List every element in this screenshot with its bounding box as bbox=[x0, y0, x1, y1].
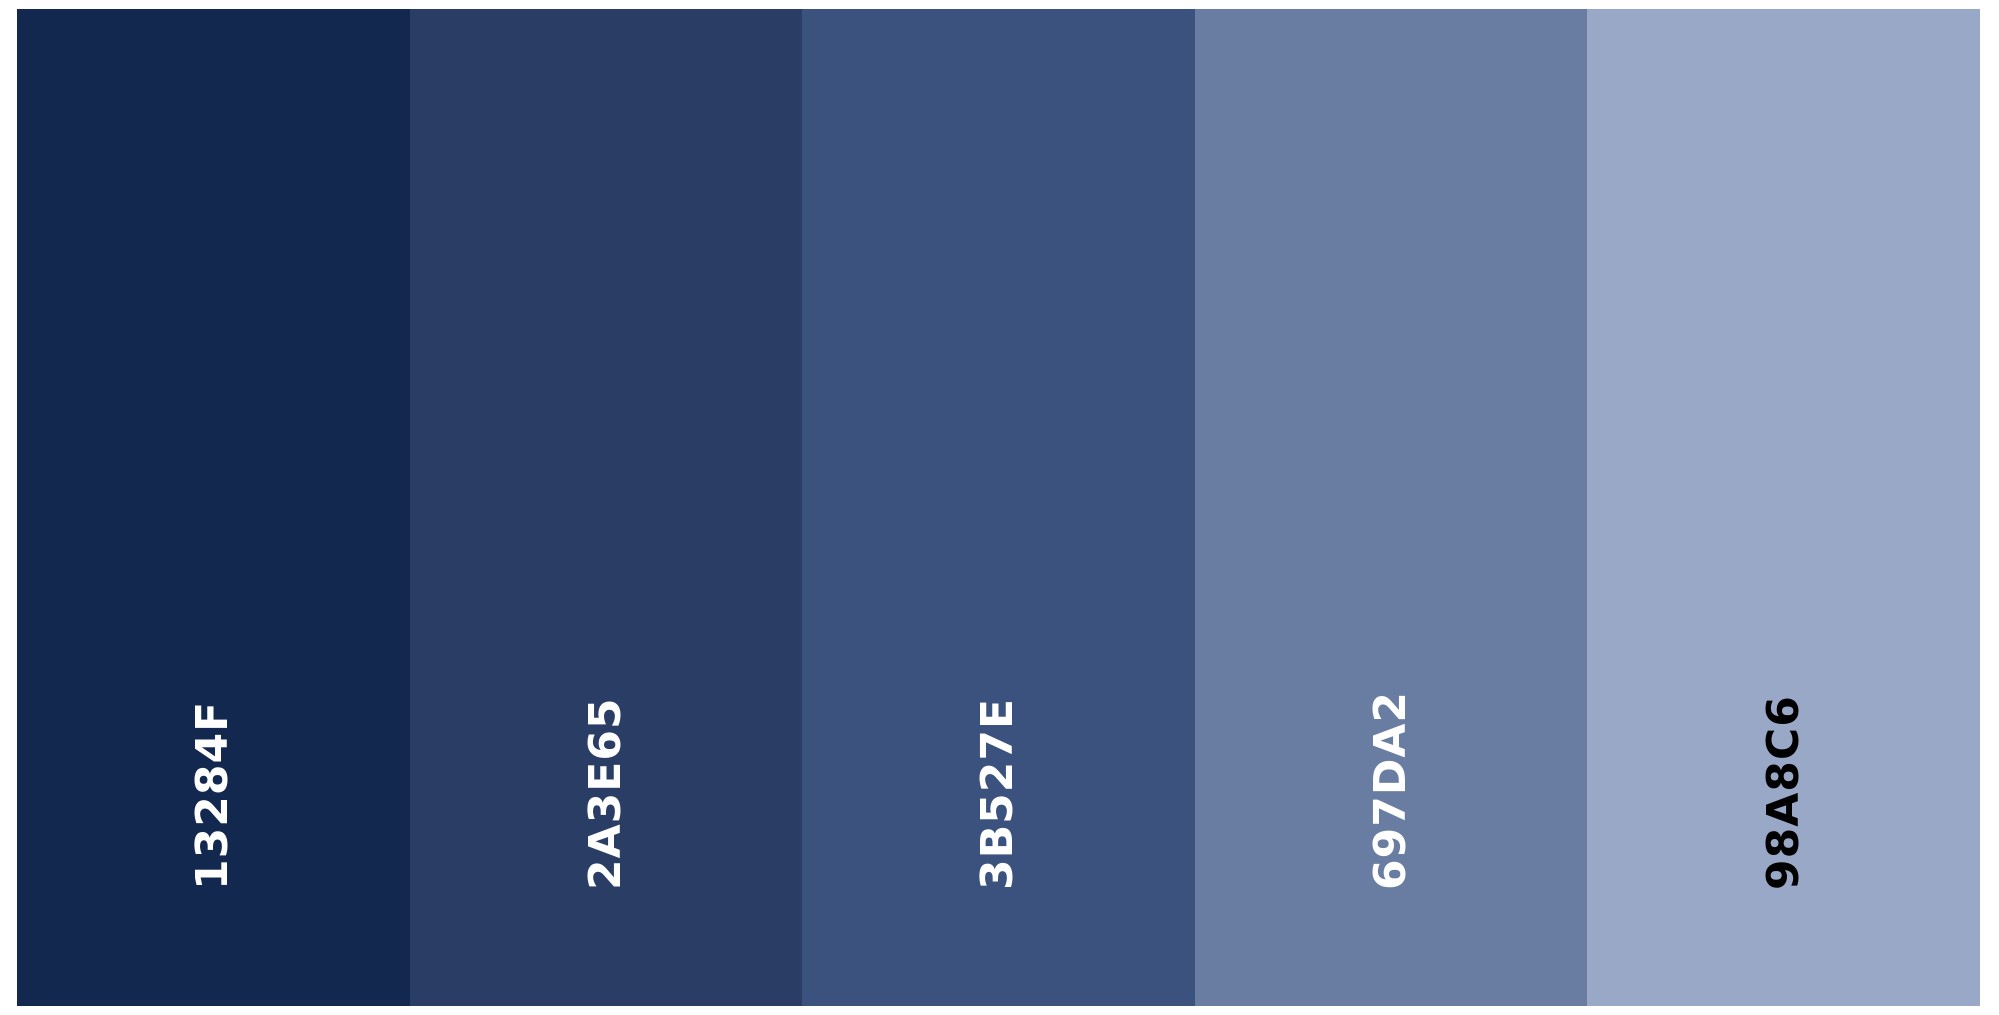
hex-code-label: 13284F bbox=[187, 700, 239, 890]
color-swatch-1[interactable]: 13284F bbox=[17, 9, 410, 1006]
hex-code-label: 3B527E bbox=[972, 697, 1024, 890]
hex-code-label: 98A8C6 bbox=[1757, 695, 1809, 890]
color-swatch-5[interactable]: 98A8C6 bbox=[1587, 9, 1980, 1006]
hex-code-label: 697DA2 bbox=[1365, 690, 1417, 890]
color-swatch-4[interactable]: 697DA2 bbox=[1194, 9, 1588, 1006]
color-swatch-3[interactable]: 3B527E bbox=[802, 9, 1195, 1006]
hex-code-label: 2A3E65 bbox=[579, 697, 631, 890]
color-palette: 13284F 2A3E65 3B527E 697DA2 98A8C6 bbox=[17, 9, 1980, 1006]
color-swatch-2[interactable]: 2A3E65 bbox=[409, 9, 803, 1006]
